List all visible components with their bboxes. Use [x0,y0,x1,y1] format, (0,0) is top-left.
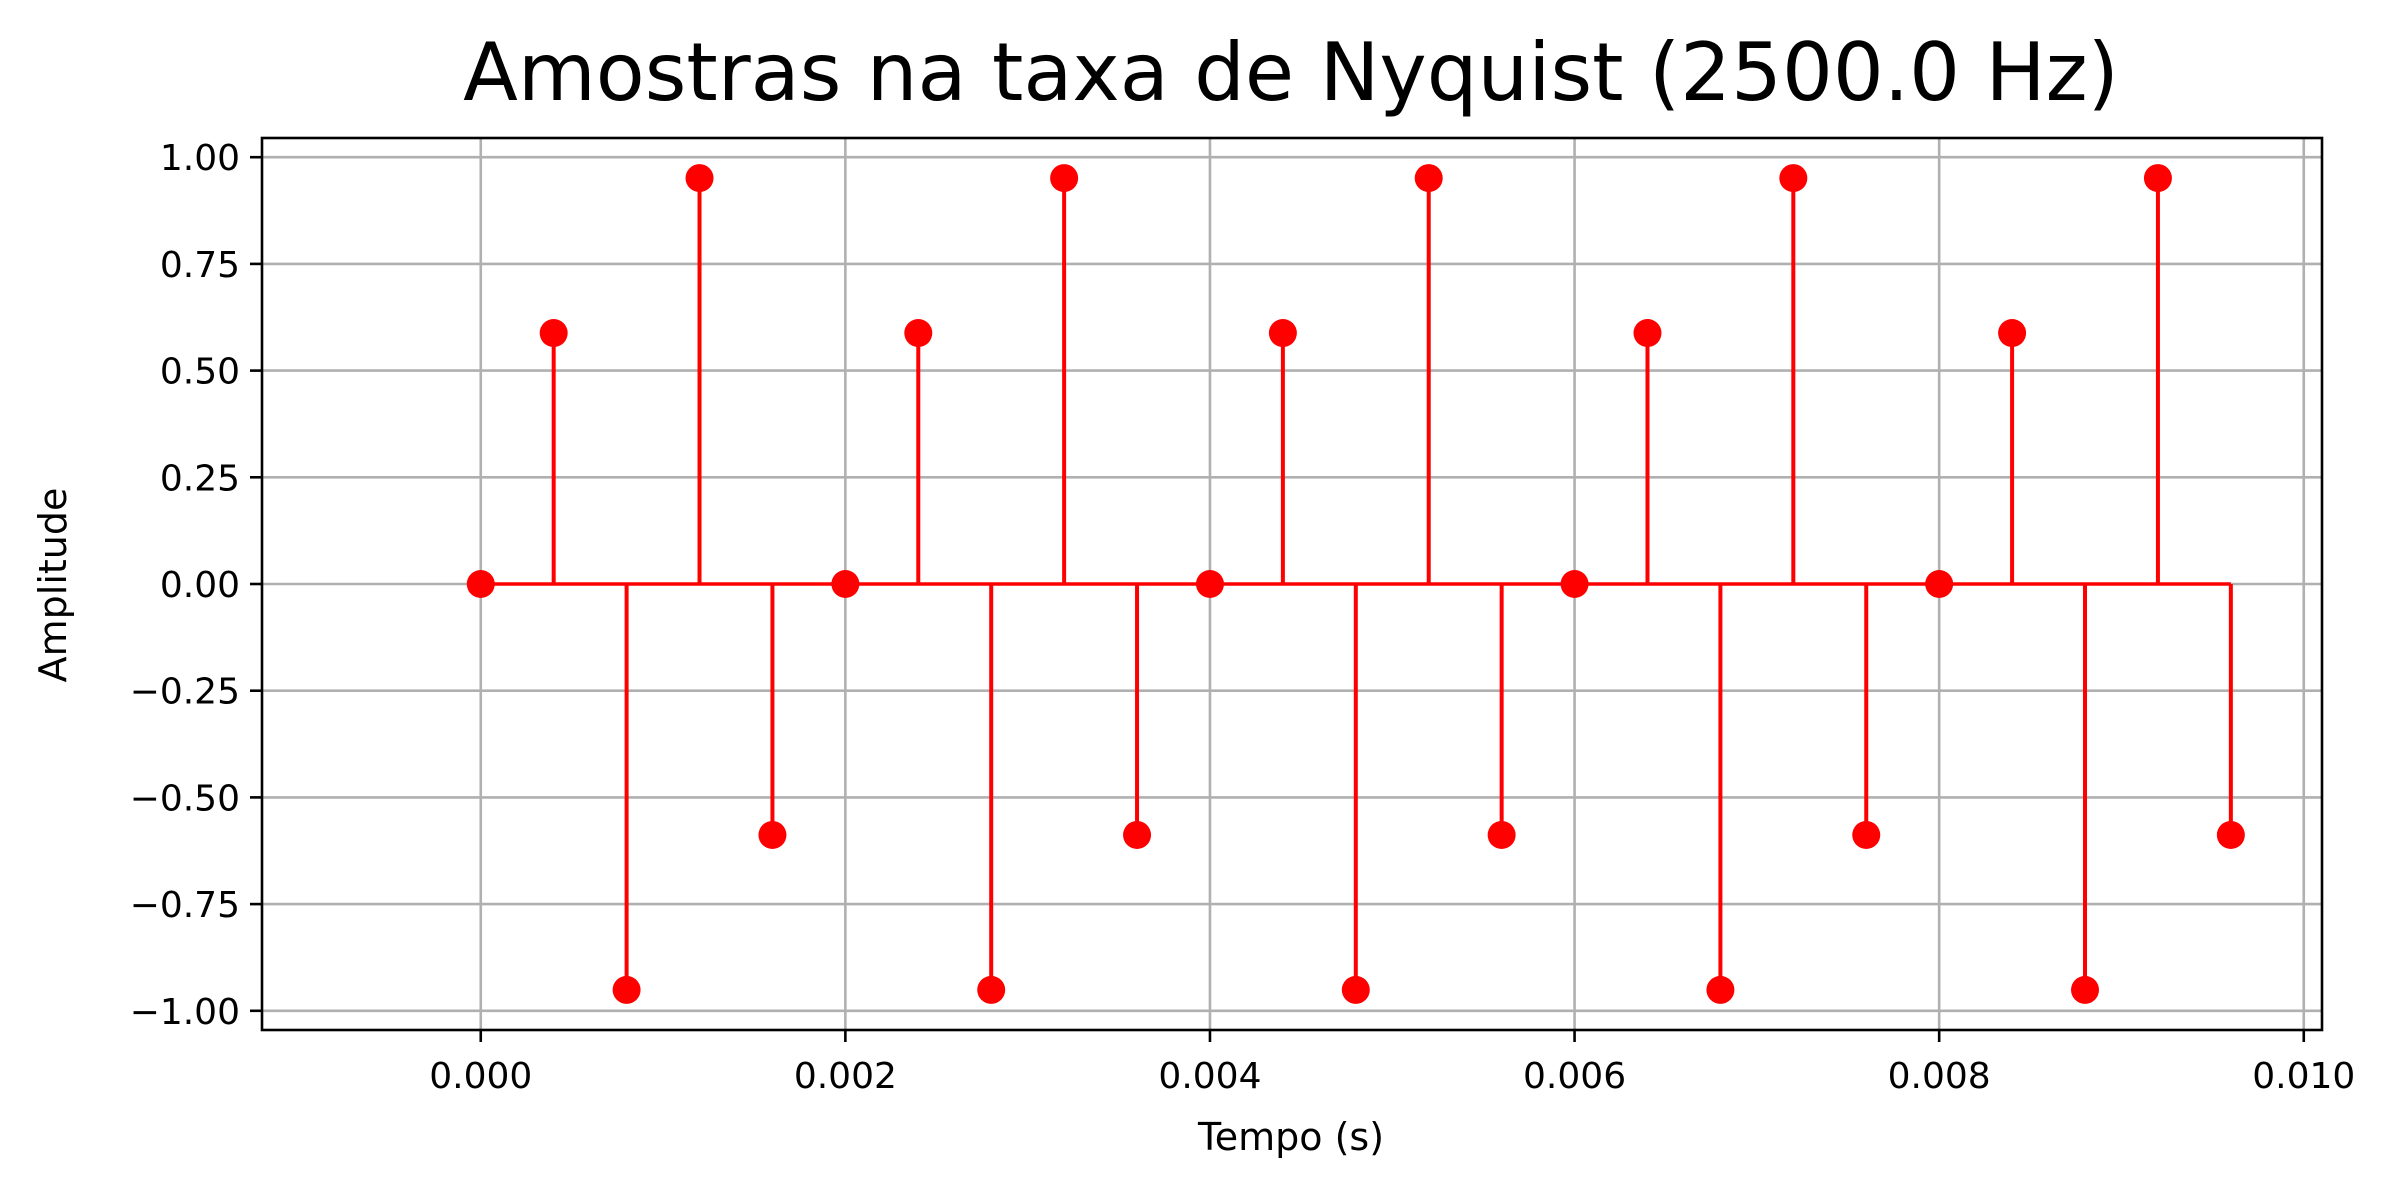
x-tick-label: 0.006 [1523,1056,1626,1097]
stem-marker [1123,820,1152,849]
stem-marker [1414,164,1443,193]
y-tick-label: 1.00 [160,138,240,179]
x-axis-label: Tempo (s) [1197,1115,1384,1159]
stem-marker [2216,820,2245,849]
stem-marker [904,319,933,348]
y-tick-label: 0.75 [160,245,240,286]
stem-marker [1852,820,1881,849]
y-tick-label: −0.75 [130,885,240,926]
stem-marker [612,975,641,1004]
stem-marker [2143,164,2172,193]
stem-marker [1706,975,1735,1004]
stem-marker [1268,319,1297,348]
plot-area: 0.000 0.002 0.004 0.006 0.008 0.010 −1.00 −0.75… [130,136,2355,1097]
y-tick-label: −0.25 [130,672,240,713]
chart-title: Amostras na taxa de Nyquist (2500.0 Hz) [463,26,2119,119]
y-tick-label: 0.50 [160,352,240,393]
x-tick-label: 0.002 [794,1056,897,1097]
x-tick-label: 0.008 [1888,1056,1991,1097]
stem-marker [758,820,787,849]
x-tick-label: 0.010 [2252,1056,2355,1097]
stem-marker [1633,319,1662,348]
x-tick-label: 0.000 [429,1056,532,1097]
y-tick-label: 0.25 [160,458,240,499]
y-axis-label: Amplitude [31,488,75,683]
stem-marker [466,570,495,598]
stem-marker [1560,570,1589,598]
stem-marker [539,319,568,348]
y-tick-label: 0.00 [160,565,240,606]
y-tick-label: −1.00 [130,992,240,1033]
stem-marker [831,570,860,598]
stem-marker [2071,975,2100,1004]
y-tick-label: −0.50 [130,778,240,819]
stem-marker [685,164,714,193]
stem-marker [1341,975,1370,1004]
stem-marker [1195,570,1224,598]
stem-marker [1998,319,2027,348]
stem-marker [1050,164,1079,193]
stem-marker [1779,164,1808,193]
stem-marker [977,975,1006,1004]
stem-marker [1487,820,1516,849]
stem-marker [1925,570,1954,598]
x-tick-label: 0.004 [1158,1056,1261,1097]
